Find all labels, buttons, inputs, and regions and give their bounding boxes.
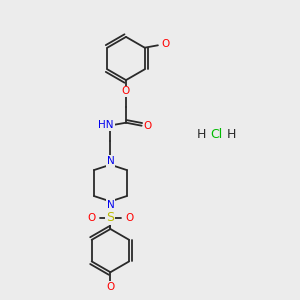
- Text: O: O: [125, 213, 133, 223]
- Text: O: O: [143, 121, 152, 131]
- Text: Cl: Cl: [210, 128, 222, 142]
- Text: H: H: [196, 128, 206, 142]
- Text: H: H: [226, 128, 236, 142]
- Text: O: O: [106, 282, 115, 292]
- Text: O: O: [161, 39, 169, 49]
- Text: O: O: [88, 213, 96, 223]
- Text: HN: HN: [98, 120, 114, 130]
- Text: S: S: [106, 211, 114, 224]
- Text: O: O: [122, 86, 130, 97]
- Text: N: N: [106, 200, 114, 210]
- Text: N: N: [106, 156, 114, 166]
